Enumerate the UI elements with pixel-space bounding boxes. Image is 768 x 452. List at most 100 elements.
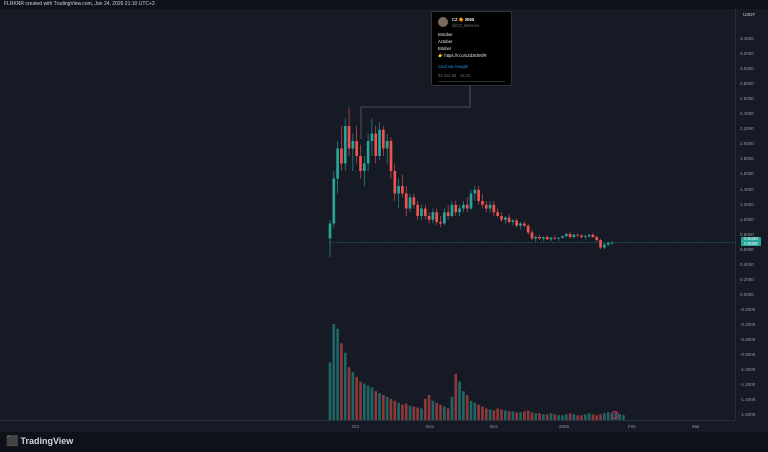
tweet-author[interactable]: CZ 🔶 BNB bbox=[452, 17, 474, 23]
candle-body bbox=[423, 208, 427, 216]
volume-bar bbox=[423, 398, 427, 420]
candle-body bbox=[477, 189, 480, 201]
tweet-handle[interactable]: @CZ_Binance bbox=[452, 23, 480, 28]
volume-bar bbox=[389, 398, 393, 420]
volume-bar bbox=[492, 410, 496, 420]
translate-link[interactable]: Cmd via Google bbox=[438, 64, 469, 69]
candle-body bbox=[362, 163, 366, 171]
candle-body bbox=[389, 141, 393, 171]
candle-body bbox=[446, 212, 450, 216]
volume-bar bbox=[397, 402, 400, 420]
tradingview-logo[interactable]: ⬛ TradingView bbox=[6, 436, 73, 447]
candle-body bbox=[454, 204, 458, 213]
volume-bar bbox=[561, 415, 564, 420]
volume-bar bbox=[545, 414, 549, 420]
candle-body bbox=[442, 212, 446, 224]
volume-bar bbox=[595, 415, 599, 420]
volume-bar bbox=[576, 415, 580, 420]
candle-body bbox=[359, 156, 362, 171]
candle-body bbox=[488, 204, 492, 209]
candle-body bbox=[385, 141, 389, 149]
candle-body bbox=[340, 148, 343, 164]
candle-body bbox=[408, 197, 412, 209]
volume-bar bbox=[366, 385, 370, 420]
candle-body bbox=[355, 141, 359, 156]
candle-body bbox=[523, 223, 526, 226]
volume-bar bbox=[332, 324, 336, 420]
candle-body bbox=[404, 193, 408, 209]
candle-body bbox=[526, 225, 530, 233]
volume-bar bbox=[427, 395, 431, 420]
volume-bar bbox=[591, 414, 595, 420]
candle-body bbox=[439, 222, 442, 224]
price-tick-label: -0.4000 bbox=[740, 321, 756, 327]
callout-line bbox=[360, 84, 471, 139]
price-axis[interactable] bbox=[735, 9, 768, 420]
price-tick-label: 2.2000 bbox=[740, 126, 754, 132]
volume-bar bbox=[503, 410, 507, 420]
candle-body bbox=[328, 223, 332, 239]
chart-pane[interactable] bbox=[0, 9, 735, 420]
volume-bar bbox=[412, 406, 416, 420]
volume-bar bbox=[442, 406, 446, 420]
candle-body bbox=[465, 204, 469, 209]
volume-bar bbox=[450, 396, 454, 420]
candle-body bbox=[378, 129, 381, 156]
candle-body bbox=[374, 133, 378, 156]
volume-bar bbox=[328, 362, 332, 420]
volume-bar bbox=[439, 404, 442, 420]
volume-bar bbox=[401, 404, 404, 420]
volume-bar bbox=[355, 376, 359, 420]
tweet-author-name: CZ bbox=[452, 17, 458, 22]
time-axis[interactable]: Oct Nov Dec 2026 Feb Mar bbox=[0, 420, 735, 433]
price-tick-label: -1.6000 bbox=[740, 412, 756, 418]
candle-body bbox=[458, 208, 461, 213]
volume-bar bbox=[553, 414, 557, 420]
volume-bar bbox=[473, 402, 477, 420]
price-tick-label: -0.2000 bbox=[740, 306, 756, 312]
volume-bar bbox=[420, 408, 423, 420]
volume-bar bbox=[385, 396, 389, 420]
volume-bar bbox=[538, 413, 541, 420]
volume-bar bbox=[564, 414, 568, 420]
volume-bar bbox=[580, 415, 583, 420]
time-tick-label: Nov bbox=[426, 424, 435, 429]
candle-body bbox=[343, 126, 347, 164]
tweet-time: 02 Oct 25 · 15:41 bbox=[438, 73, 471, 78]
goto-realtime-icon[interactable] bbox=[611, 411, 619, 419]
price-tick-label: 2.6000 bbox=[740, 96, 754, 102]
price-tick-label: 1.4000 bbox=[740, 186, 754, 192]
candle-body bbox=[332, 178, 336, 224]
candle-body bbox=[576, 234, 580, 236]
tweet-embed[interactable]: CZ 🔶 BNB @CZ_Binance Bntober Actober Bit… bbox=[431, 11, 512, 86]
candle-body bbox=[503, 217, 507, 220]
candle-body bbox=[336, 148, 339, 179]
volume-bar bbox=[393, 400, 397, 420]
tweet-divider bbox=[438, 81, 505, 82]
currency-label: USDT bbox=[743, 12, 756, 17]
candle-body bbox=[450, 204, 454, 216]
volume-bar bbox=[462, 391, 465, 420]
volume-bar bbox=[599, 414, 602, 420]
volume-bar bbox=[362, 383, 366, 420]
price-tick-label: 0.2000 bbox=[740, 276, 754, 282]
candle-body bbox=[473, 189, 477, 194]
volume-bar bbox=[496, 408, 500, 420]
candlestick-chart[interactable] bbox=[0, 9, 735, 420]
candle-body bbox=[564, 234, 568, 237]
price-tick-label: -0.8000 bbox=[740, 352, 756, 358]
candle-body bbox=[366, 141, 370, 164]
volume-bar bbox=[347, 367, 351, 420]
price-tick-label: 1.8000 bbox=[740, 156, 754, 162]
volume-bar bbox=[530, 412, 534, 420]
volume-bar bbox=[618, 414, 621, 420]
volume-bar bbox=[382, 395, 385, 420]
candle-body bbox=[481, 201, 484, 205]
volume-bar bbox=[500, 409, 503, 420]
price-tick-label: 2.0000 bbox=[740, 141, 754, 147]
volume-bar bbox=[359, 381, 362, 420]
footer: ⬛ TradingView bbox=[0, 432, 768, 452]
candle-body bbox=[469, 193, 473, 209]
tweet-link[interactable]: 👉 https://t.co/oZdzEhNfR bbox=[438, 53, 487, 58]
last-price-sub: 0.5000 bbox=[744, 240, 758, 246]
